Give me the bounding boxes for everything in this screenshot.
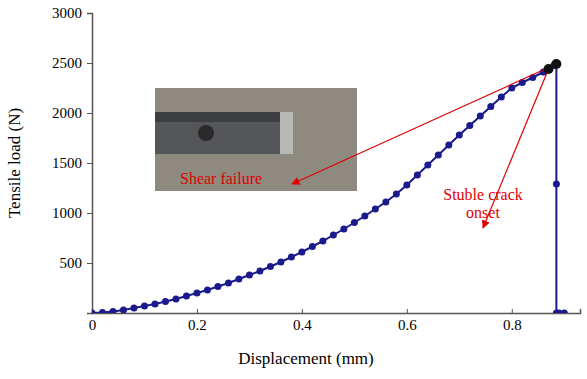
x-axis: 0 0.2 0.4 0.6 0.8 — [89, 309, 581, 333]
x-tick-label: 0 — [89, 317, 97, 333]
data-point — [435, 152, 442, 159]
y-axis-line — [87, 14, 93, 314]
y-tick: 500 — [60, 255, 93, 271]
data-point — [162, 298, 169, 305]
plot: 0 0.2 0.4 0.6 0.8 500 1000 1500 2000 2500 3000 — [52, 5, 581, 332]
data-point — [477, 113, 484, 120]
data-point — [288, 254, 295, 261]
data-point — [309, 243, 316, 250]
data-point — [277, 259, 284, 266]
data-point — [466, 122, 473, 129]
x-tick-mark — [302, 309, 303, 313]
x-tick-label: 0.6 — [398, 317, 417, 333]
x-tick: 0 — [89, 309, 97, 333]
data-point — [267, 263, 274, 270]
data-point — [246, 272, 253, 279]
y-tick-label: 2000 — [52, 105, 82, 121]
data-point — [235, 276, 242, 283]
data-point — [498, 94, 505, 101]
data-point — [225, 280, 232, 287]
y-tick: 1500 — [52, 155, 92, 171]
photo-specimen — [155, 112, 293, 154]
data-point — [193, 290, 200, 297]
photo-fracture — [280, 112, 293, 154]
data-point — [456, 132, 463, 139]
data-point — [382, 199, 389, 206]
data-point — [561, 310, 568, 314]
data-point — [414, 172, 421, 179]
y-tick-mark — [87, 263, 92, 264]
y-tick-label: 3000 — [52, 5, 82, 21]
data-point — [92, 310, 96, 314]
data-point — [214, 283, 221, 290]
y-tick-label: 2500 — [52, 55, 82, 71]
data-point — [403, 182, 410, 189]
data-point — [99, 309, 106, 313]
data-point — [141, 303, 148, 310]
data-point — [130, 305, 137, 312]
data-point — [109, 308, 116, 313]
y-axis: 500 1000 1500 2000 2500 3000 — [52, 5, 93, 313]
x-tick-mark — [197, 309, 198, 313]
x-tick-label: 0.4 — [293, 317, 312, 333]
annotation-arrow — [292, 64, 556, 184]
data-point — [151, 301, 158, 308]
y-tick-label: 1000 — [52, 205, 82, 221]
y-tick-label: 1500 — [52, 155, 82, 171]
y-tick-mark — [87, 63, 92, 64]
x-tick-label: 0.2 — [188, 317, 207, 333]
data-point — [487, 103, 494, 110]
x-tick: 0.2 — [188, 309, 207, 333]
data-point — [183, 293, 190, 300]
photo-inset — [155, 88, 357, 191]
y-tick: 3000 — [52, 5, 92, 21]
y-tick: 2000 — [52, 105, 92, 121]
x-tick: 0.4 — [293, 309, 312, 333]
data-point — [319, 238, 326, 245]
data-point — [120, 307, 127, 314]
data-point — [393, 191, 400, 198]
photo-specimen-edge — [155, 112, 293, 122]
data-point — [553, 181, 560, 188]
data-point — [172, 296, 179, 303]
x-tick: 0.8 — [503, 309, 522, 333]
y-tick-mark — [87, 13, 92, 14]
x-tick-label: 0.8 — [503, 317, 522, 333]
data-point — [340, 226, 347, 233]
photo-hole — [198, 125, 214, 141]
x-tick: 0.6 — [398, 309, 417, 333]
y-tick: 1000 — [52, 205, 92, 221]
data-point — [204, 287, 211, 294]
chart: 0 0.2 0.4 0.6 0.8 500 1000 1500 2000 2500 3000 Disp… — [0, 0, 587, 379]
y-tick-mark — [87, 113, 92, 114]
x-tick-mark — [512, 309, 513, 313]
data-point — [330, 232, 337, 239]
x-axis-title: Displacement (mm) — [238, 349, 374, 368]
data-point — [372, 206, 379, 213]
data-point — [351, 219, 358, 226]
y-tick-label: 500 — [60, 255, 83, 271]
y-tick: 2500 — [52, 55, 92, 71]
annotation-point — [544, 64, 554, 74]
x-tick-mark — [407, 309, 408, 313]
data-point — [256, 268, 263, 275]
x-axis-line — [93, 309, 581, 314]
data-point — [361, 213, 368, 220]
y-axis-title: Tensile load (N) — [5, 108, 24, 218]
annotations: Shear failure Stuble crackonset — [180, 59, 561, 228]
data-point — [298, 249, 305, 256]
data-point — [424, 162, 431, 169]
series-line — [92, 64, 564, 313]
annotation-text: Stuble crackonset — [443, 186, 523, 221]
annotation-text: Shear failure — [180, 170, 262, 187]
y-tick-mark — [87, 163, 92, 164]
data-area — [92, 61, 568, 314]
y-tick-mark — [87, 213, 92, 214]
photo-background — [155, 88, 357, 191]
data-point — [445, 142, 452, 149]
